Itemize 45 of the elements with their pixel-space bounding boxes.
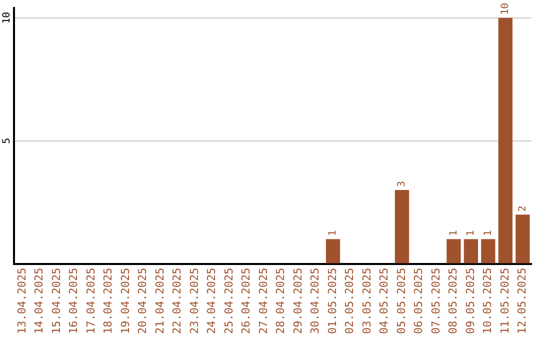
bar (394, 190, 410, 264)
x-tick-label: 04.05.2025 (378, 268, 391, 334)
x-tick-label: 28.04.2025 (274, 268, 288, 334)
bar (516, 214, 530, 264)
x-tick-label: 18.04.2025 (102, 268, 115, 334)
data-label: 1 (482, 230, 494, 236)
x-tick-label: 05.05.2025 (394, 268, 408, 334)
data-label: 1 (328, 230, 339, 236)
bar (326, 239, 340, 264)
bar (498, 18, 512, 264)
x-tick-label: 21.04.2025 (153, 268, 166, 334)
bar (481, 239, 496, 264)
y-tick-label: 5 (2, 138, 13, 144)
x-tick-label: 10.05.2025 (481, 268, 494, 334)
x-tick-label: 01.05.2025 (326, 268, 339, 334)
x-tick-label: 09.05.2025 (464, 268, 477, 334)
x-tick-label: 07.05.2025 (429, 268, 442, 334)
x-tick-label: 19.04.2025 (118, 268, 132, 334)
x-tick-label: 15.04.2025 (50, 268, 63, 334)
data-label: 1 (448, 230, 460, 236)
x-tick-label: 03.05.2025 (360, 268, 374, 334)
x-tick-label: 12.05.2025 (516, 268, 529, 334)
data-label: 3 (396, 180, 408, 187)
x-tick-label: 25.04.2025 (222, 268, 236, 334)
x-tick-label: 02.05.2025 (343, 268, 356, 334)
x-tick-label: 29.04.2025 (291, 268, 304, 334)
x-tick-label: 14.04.2025 (32, 268, 46, 334)
x-tick-label: 30.04.2025 (308, 268, 322, 334)
x-tick-label: 17.04.2025 (84, 268, 98, 334)
x-tick-label: 24.04.2025 (205, 268, 218, 334)
x-tick-label: 22.04.2025 (170, 268, 184, 334)
x-tick-label: 13.04.2025 (15, 268, 28, 334)
x-tick-label: 06.05.2025 (412, 268, 426, 334)
x-tick-label: 16.04.2025 (67, 268, 80, 334)
x-tick-label: 23.04.2025 (188, 268, 201, 334)
data-label: 2 (517, 206, 528, 212)
x-tick-label: 11.05.2025 (498, 268, 512, 334)
x-tick-label: 27.04.2025 (256, 268, 270, 334)
x-tick-label: 20.04.2025 (136, 268, 150, 334)
bar (464, 239, 478, 264)
bar (446, 239, 461, 264)
x-tick-label: 08.05.2025 (446, 268, 460, 334)
x-tick-label: 26.04.2025 (240, 268, 253, 334)
data-label: 10 (500, 2, 512, 15)
data-label: 1 (466, 230, 477, 236)
